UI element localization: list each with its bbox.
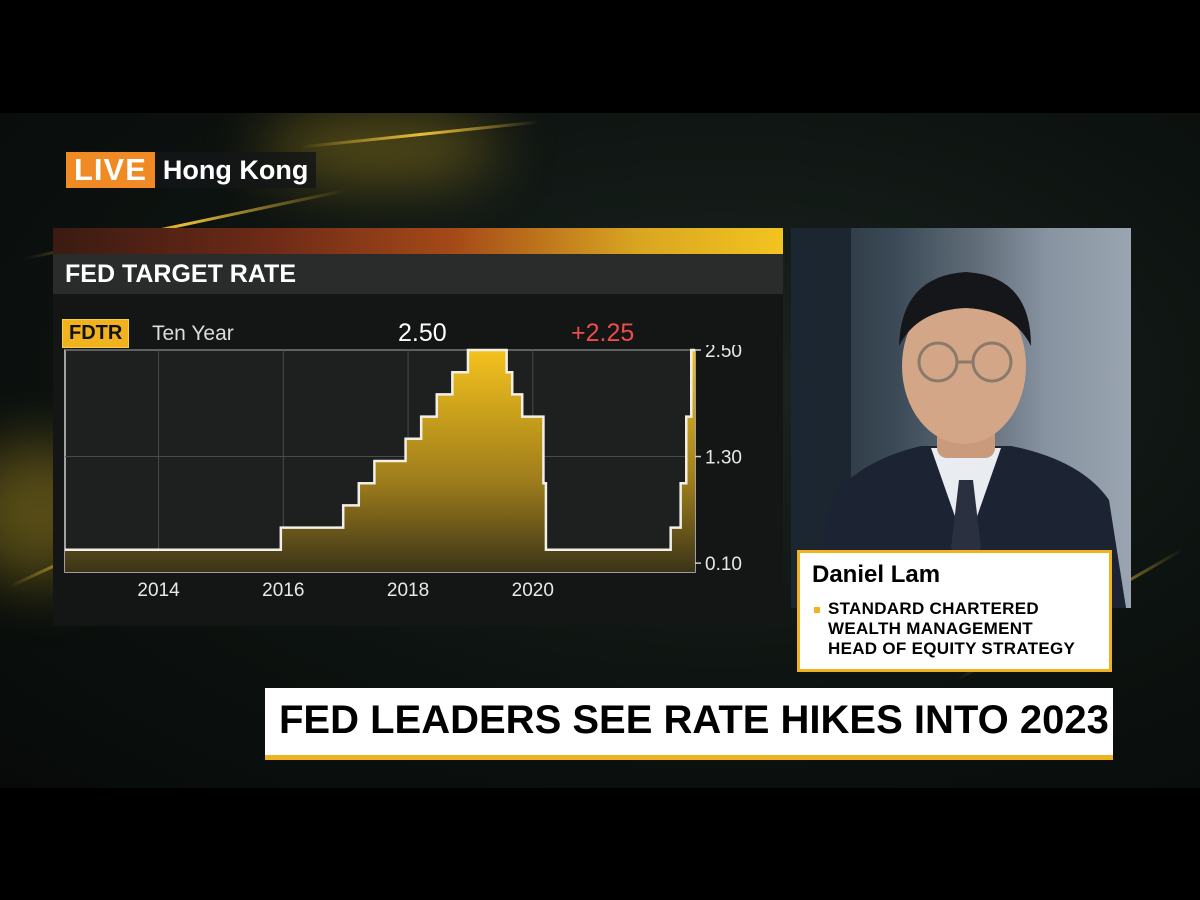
guest-name: Daniel Lam [812,561,941,588]
hair [899,272,1031,346]
guest-title-line: STANDARD CHARTERED [828,599,1039,618]
ticker-badge: FDTR [62,319,130,348]
y-tick-label: 1.30 [705,448,742,469]
y-tick-label: 2.50 [705,345,742,362]
headline-bar: FED LEADERS SEE RATE HIKES INTO 2023 [265,688,1113,760]
change-value: +2.25 [571,319,635,347]
guest-title-line: WEALTH MANAGEMENT [828,619,1033,638]
live-location: Hong Kong [154,152,317,188]
tie [951,480,981,563]
guest-title-line: HEAD OF EQUITY STRATEGY [828,639,1076,658]
period-label: Ten Year [152,322,234,345]
guest-nameplate: Daniel Lam STANDARD CHARTERED WEALTH MAN… [797,550,1112,672]
face [902,288,1026,444]
x-tick-label: 2018 [387,580,429,601]
current-value: 2.50 [398,319,447,347]
y-tick-label: 0.10 [705,554,742,575]
rate-line [65,348,695,552]
live-tag: LIVE [66,152,155,188]
rate-chart: 2.50 1.30 0.10 2014 2016 2018 2020 [64,345,742,601]
live-bug: LIVE Hong Kong [66,152,317,188]
x-tick-label: 2020 [512,580,554,601]
panel-title-bar: FED TARGET RATE [53,254,783,294]
panel-color-stripe [53,228,783,254]
x-tick-label: 2016 [262,580,304,601]
bullet-marker [814,607,820,613]
chart-title: FED TARGET RATE [65,260,297,288]
x-tick-label: 2014 [137,580,180,601]
headline-text: FED LEADERS SEE RATE HIKES INTO 2023 [279,698,1109,742]
